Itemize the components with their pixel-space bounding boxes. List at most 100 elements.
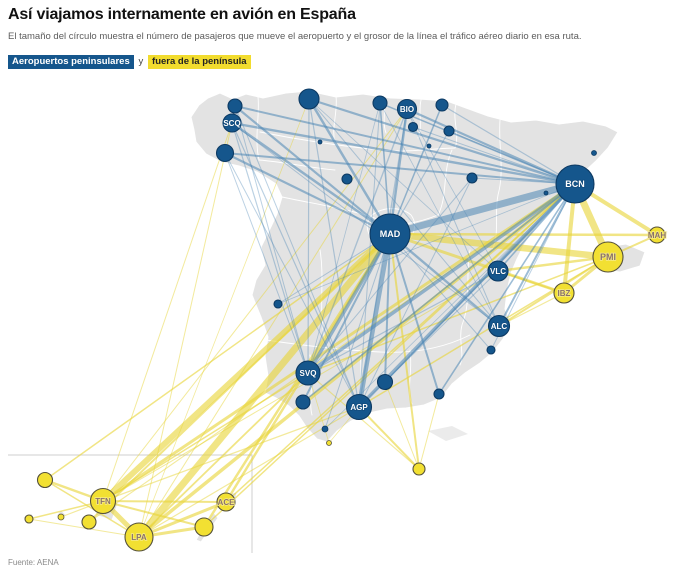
route-line-svq-lpa (138, 372, 309, 538)
airport-node-n19[interactable] (321, 425, 329, 433)
route-line-mad-alc (388, 232, 501, 328)
route-line-n17-n20 (384, 381, 420, 470)
airport-node-n20[interactable] (412, 462, 426, 476)
airport-node-n21[interactable] (326, 440, 332, 446)
legend: Aeropuertos peninsulares y fuera de la p… (8, 55, 674, 69)
route-line-svq-vlc (307, 270, 499, 374)
airport-node-n15[interactable] (273, 299, 283, 309)
airport-node-n25[interactable] (81, 514, 97, 530)
airport-node-n13[interactable] (591, 150, 597, 156)
route-line-pmi-vlc (496, 255, 610, 273)
route-line-bcn-n26 (203, 183, 576, 528)
africa-coast-shape (428, 426, 468, 441)
route-line-mad-n17 (384, 233, 391, 383)
route-line-n02-lpa (138, 98, 310, 538)
route-line-mad-n04 (379, 102, 391, 235)
route-line-pmi-agp (358, 256, 609, 408)
airport-node-n05[interactable] (435, 98, 449, 112)
airport-node-BIO[interactable] (396, 98, 418, 120)
airport-node-MAD[interactable] (369, 213, 411, 255)
route-line-mad-n03 (223, 151, 392, 236)
airport-node-AGP[interactable] (345, 393, 373, 421)
legend-islands-chip[interactable]: fuera de la península (148, 55, 251, 69)
route-line-agp-bio (358, 108, 408, 408)
route-line-alc-n04 (379, 102, 500, 327)
route-line-mad-scq (230, 121, 392, 236)
airport-node-n23[interactable] (24, 514, 34, 524)
route-line-alc-n02 (308, 98, 500, 327)
airport-node-n06[interactable] (407, 121, 419, 133)
airport-node-n16[interactable] (295, 394, 311, 410)
airport-node-n08[interactable] (426, 143, 432, 149)
route-line-alc-scq (231, 122, 500, 327)
route-line-svq-n20 (307, 372, 420, 470)
route-line-bcn-tfn (101, 182, 577, 503)
airport-node-n03[interactable] (215, 143, 235, 163)
route-line-pmi-svq (307, 256, 609, 374)
airport-node-n04[interactable] (372, 95, 388, 111)
route-line-vlc-tfn (102, 270, 499, 502)
airport-node-n01[interactable] (227, 98, 243, 114)
airport-node-TFN[interactable] (89, 487, 117, 515)
route-line-bcn-n05 (441, 104, 576, 185)
legend-peninsular-chip[interactable]: Aeropuertos peninsulares (8, 55, 134, 69)
route-line-alc-bio (406, 108, 500, 327)
route-line-lpa-n23 (28, 518, 140, 538)
route-line-svq-tfn (102, 372, 309, 502)
airport-node-n24[interactable] (57, 513, 65, 521)
route-line-mad-n02 (307, 97, 392, 236)
route-line-bcn-alc (498, 183, 576, 327)
routes-peninsular (223, 97, 579, 430)
route-line-svq-n03 (224, 152, 309, 374)
airport-node-IBZ[interactable] (553, 282, 575, 304)
airport-node-n26[interactable] (194, 517, 214, 537)
airport-node-ALC[interactable] (487, 314, 511, 338)
route-line-mad-agp (356, 231, 393, 410)
legend-connector: y (138, 56, 144, 67)
route-line-scq-lpa (138, 122, 233, 538)
airport-node-LPA[interactable] (124, 522, 154, 552)
route-line-scq-tfn (102, 122, 233, 502)
route-line-mad-n19 (324, 233, 391, 430)
airport-node-n02[interactable] (298, 88, 320, 110)
airport-node-BCN[interactable] (555, 164, 595, 204)
airport-node-n10[interactable] (341, 173, 353, 185)
airport-node-n11[interactable] (466, 172, 478, 184)
airport-node-n09[interactable] (317, 139, 323, 145)
airport-node-PMI[interactable] (592, 241, 624, 273)
airport-node-n14[interactable] (486, 345, 496, 355)
airport-node-n12[interactable] (543, 190, 549, 196)
route-line-bio-lpa (138, 108, 408, 538)
route-line-tfn-ace (102, 500, 227, 503)
airport-node-n22[interactable] (36, 471, 54, 489)
route-line-bio-tfn (102, 108, 408, 502)
airport-node-n17[interactable] (376, 373, 394, 391)
route-line-mad-n22 (44, 233, 391, 481)
route-line-bcn-n18 (438, 183, 576, 395)
route-line-bcn-n07 (448, 130, 576, 185)
canary-inset-box (8, 454, 253, 553)
route-line-svq-n04 (307, 102, 381, 374)
route-line-bcn-n19 (324, 183, 576, 430)
route-line-bcn-n02 (307, 97, 577, 186)
airport-node-VLC[interactable] (487, 260, 509, 282)
route-line-tfn-n26 (102, 500, 205, 528)
route-line-bcn-n15 (277, 183, 576, 305)
route-line-svq-n02 (307, 98, 310, 374)
airport-node-MAH[interactable] (648, 226, 666, 244)
route-line-bcn-bio (405, 107, 577, 186)
route-line-mad-lpa (135, 230, 394, 541)
airport-node-SCQ[interactable] (222, 113, 242, 133)
airport-node-n18[interactable] (433, 388, 445, 400)
spain-peninsula-shape (190, 90, 619, 443)
route-line-agp-n01 (234, 105, 360, 408)
airport-node-SVQ[interactable] (295, 360, 321, 386)
route-line-vlc-bio (406, 108, 499, 272)
airport-node-ACE[interactable] (216, 492, 236, 512)
route-line-mad-svq (306, 232, 392, 375)
airport-node-n07[interactable] (443, 125, 455, 137)
route-line-agp-n03 (224, 152, 360, 408)
route-line-agp-n02 (308, 98, 360, 408)
